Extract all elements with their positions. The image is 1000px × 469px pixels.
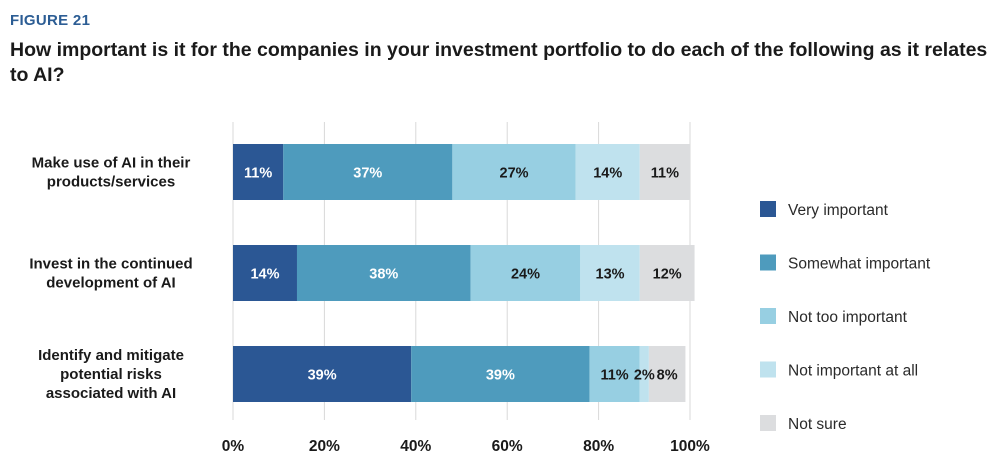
bar-segment — [470, 245, 581, 301]
legend-swatch — [760, 201, 776, 217]
category-label: Identify and mitigate — [38, 347, 184, 364]
category-label: potential risks — [60, 366, 162, 383]
data-label: 11% — [600, 368, 628, 384]
data-label: 24% — [511, 267, 540, 283]
x-axis-ticks: 0% 20% 40% 60% 80% 100% — [222, 438, 710, 455]
data-label: 2% — [634, 368, 655, 384]
bar-segment — [639, 245, 695, 301]
legend-label: Not important at all — [788, 363, 918, 380]
bar-segment — [233, 346, 412, 402]
bar-segment — [580, 245, 640, 301]
legend-label: Somewhat important — [788, 256, 931, 273]
data-label: 37% — [353, 166, 382, 182]
bar-segment — [648, 346, 686, 402]
data-label: 14% — [593, 166, 622, 182]
category-label: associated with AI — [46, 385, 176, 402]
data-label: 27% — [500, 166, 529, 182]
tick-label: 40% — [400, 438, 431, 455]
tick-label: 60% — [492, 438, 523, 455]
legend-swatch — [760, 254, 776, 271]
legend-label: Not too important — [788, 309, 908, 326]
bar-segment — [639, 144, 690, 200]
chart-title: How important is it for the companies in… — [10, 39, 988, 86]
tick-label: 80% — [583, 438, 614, 455]
bar-labels: 11% 37% 27% 14% 11% 14% 38% 24% 13% 12% 39% 39% 11% 2… — [244, 166, 682, 384]
data-label: 39% — [308, 368, 337, 384]
data-label: 11% — [244, 166, 272, 182]
bar-segment — [296, 245, 471, 301]
category-label: development of AI — [46, 275, 175, 292]
category-label: Invest in the continued — [29, 256, 192, 273]
data-label: 13% — [596, 267, 625, 283]
bar-segment — [233, 144, 284, 200]
legend-label: Not sure — [788, 416, 847, 433]
data-label: 8% — [657, 368, 678, 384]
category-labels: Make use of AI in their products/services… — [29, 155, 192, 403]
data-label: 39% — [486, 368, 515, 384]
tick-label: 100% — [670, 438, 710, 455]
figure-label: FIGURE 21 — [10, 12, 91, 29]
bar-segment — [233, 245, 297, 301]
tick-label: 0% — [222, 438, 245, 455]
data-label: 14% — [250, 267, 279, 283]
category-label: Make use of AI in their — [32, 155, 191, 172]
bar-segment — [411, 346, 590, 402]
legend-label: Very important — [788, 202, 889, 219]
category-label: products/services — [47, 174, 175, 191]
bar-segment — [452, 144, 576, 200]
data-label: 12% — [653, 267, 682, 283]
legend-swatch — [760, 308, 776, 324]
legend-swatch — [760, 415, 776, 431]
bar-segment — [639, 346, 649, 402]
bar-segment — [575, 144, 640, 200]
legend-swatch — [760, 361, 776, 378]
data-label: 11% — [651, 166, 679, 182]
data-label: 38% — [369, 267, 398, 283]
bars — [233, 144, 695, 402]
legend: Very important Somewhat important Not too … — [760, 201, 931, 433]
tick-label: 20% — [309, 438, 340, 455]
bar-segment — [283, 144, 453, 200]
bar-segment — [589, 346, 640, 402]
